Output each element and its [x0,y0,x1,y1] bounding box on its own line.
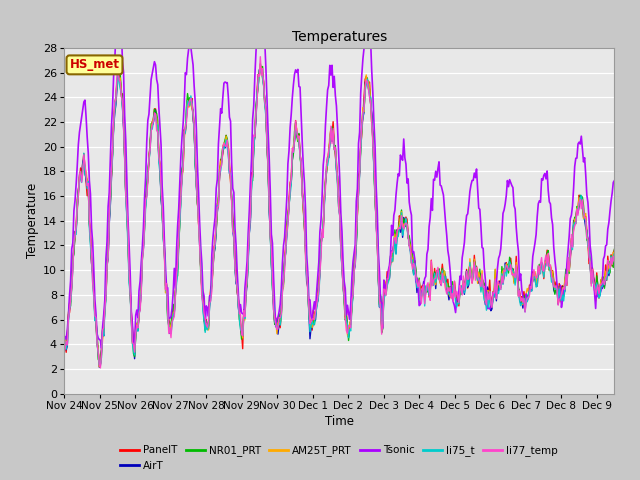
AM25T_PRT [257,63,264,69]
li75_t [327,125,335,131]
Tsonic [360,46,368,51]
AirT [60,351,68,357]
PanelT [60,349,68,355]
AM25T_PRT [360,109,368,115]
li77_temp [257,54,264,60]
AirT [257,64,264,70]
li75_t [600,281,607,287]
PanelT [611,247,618,253]
PanelT [95,360,103,365]
NR01_PRT [97,361,104,367]
AM25T_PRT [60,349,68,355]
li77_temp [360,106,368,111]
Tsonic [98,346,106,351]
AirT [611,251,618,256]
PanelT [257,64,265,70]
Line: AM25T_PRT: AM25T_PRT [64,66,614,367]
Text: HS_met: HS_met [70,59,120,72]
AirT [327,127,335,132]
li77_temp [390,236,397,242]
li77_temp [611,259,618,264]
li75_t [60,353,68,359]
NR01_PRT [327,132,335,138]
AM25T_PRT [513,272,521,277]
Line: li77_temp: li77_temp [64,57,614,368]
AM25T_PRT [324,156,332,162]
Tsonic [611,178,618,183]
AM25T_PRT [600,278,607,284]
PanelT [327,128,335,134]
li77_temp [513,276,521,281]
li75_t [257,67,264,72]
AM25T_PRT [611,251,618,257]
Title: Temperatures: Temperatures [292,30,387,44]
PanelT [324,158,332,164]
li77_temp [600,278,607,284]
li77_temp [60,346,68,351]
Line: AirT: AirT [64,67,614,367]
NR01_PRT [600,274,607,280]
AM25T_PRT [327,126,335,132]
PanelT [600,279,607,285]
Tsonic [390,213,397,218]
PanelT [390,240,397,246]
Tsonic [60,341,68,347]
li75_t [324,163,332,168]
AirT [95,364,103,370]
li75_t [95,362,103,368]
li77_temp [327,123,335,129]
li75_t [360,106,368,111]
NR01_PRT [513,274,521,280]
Line: PanelT: PanelT [64,67,614,362]
li75_t [390,247,397,252]
NR01_PRT [60,348,68,353]
AM25T_PRT [390,245,397,251]
Line: li75_t: li75_t [64,70,614,365]
AirT [513,270,521,276]
Line: NR01_PRT: NR01_PRT [64,64,614,364]
NR01_PRT [257,61,264,67]
li77_temp [324,156,332,162]
AirT [360,109,368,115]
li75_t [513,277,521,283]
Legend: PanelT, AirT, NR01_PRT, AM25T_PRT, Tsonic, li75_t, li77_temp: PanelT, AirT, NR01_PRT, AM25T_PRT, Tsoni… [120,445,558,471]
NR01_PRT [360,108,368,114]
PanelT [360,95,368,101]
Line: Tsonic: Tsonic [64,0,614,348]
Tsonic [600,256,607,262]
NR01_PRT [324,155,332,160]
AirT [390,242,397,248]
li77_temp [97,365,104,371]
Tsonic [513,239,521,244]
Tsonic [324,87,332,93]
Y-axis label: Temperature: Temperature [26,183,38,258]
Tsonic [327,72,335,78]
X-axis label: Time: Time [324,415,354,428]
AM25T_PRT [95,364,103,370]
AirT [324,154,332,160]
PanelT [513,271,521,276]
li75_t [611,251,618,256]
NR01_PRT [390,245,397,251]
NR01_PRT [611,246,618,252]
AirT [600,282,607,288]
